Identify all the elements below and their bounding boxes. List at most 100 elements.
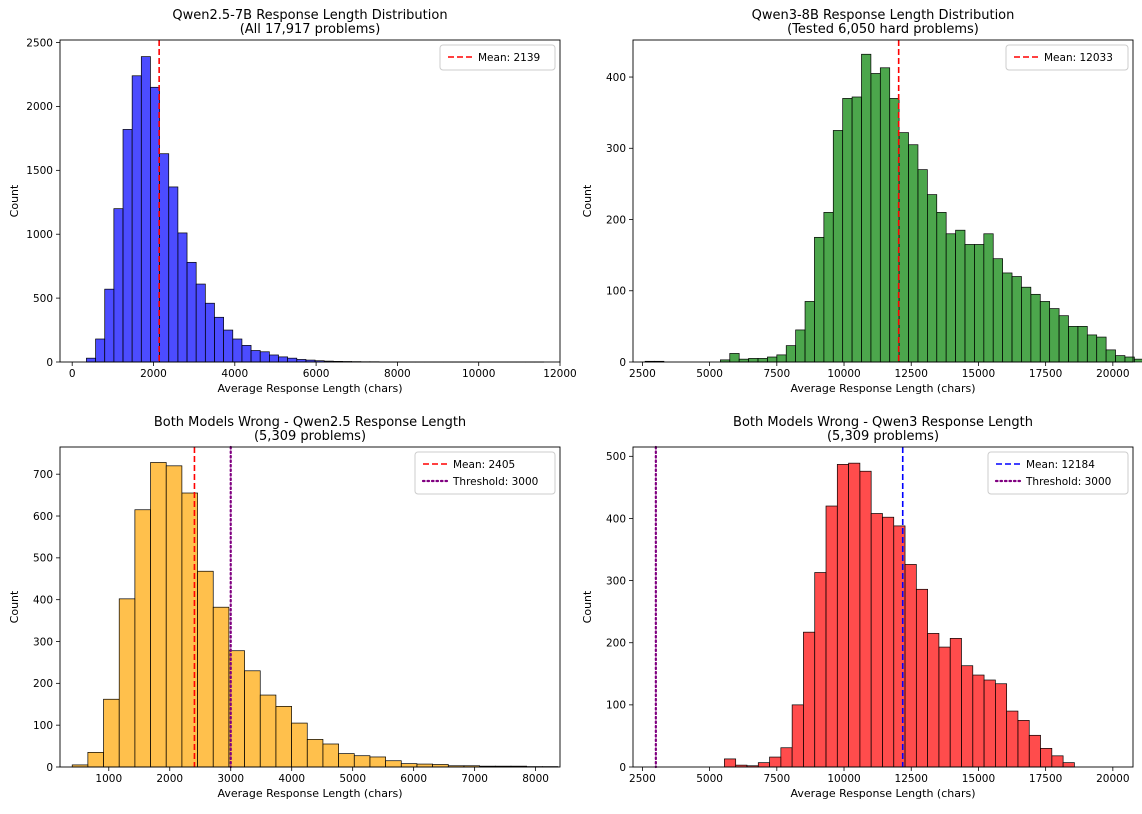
histogram-bar — [260, 352, 269, 362]
histogram-bar — [1059, 316, 1068, 362]
histogram-bar — [882, 517, 893, 767]
legend-label: Threshold: 3000 — [1025, 476, 1111, 488]
histogram-bars — [724, 463, 1074, 767]
x-tick-label: 4000 — [221, 368, 248, 380]
histogram-bar — [1052, 756, 1063, 767]
histogram-bar — [151, 462, 167, 767]
histogram-bar — [974, 244, 983, 362]
chart-title: Both Models Wrong - Qwen3 Response Lengt… — [733, 415, 1033, 430]
x-tick-label: 6000 — [303, 368, 330, 380]
histogram-bar — [792, 705, 803, 767]
histogram-bar — [781, 748, 792, 767]
histogram-bar — [937, 212, 946, 362]
chart-subtitle: (5,309 problems) — [254, 429, 366, 444]
histogram-bar — [279, 357, 288, 362]
histogram-bar — [354, 756, 370, 767]
legend: Mean: 2139 — [440, 45, 555, 70]
histogram-bar — [995, 684, 1006, 767]
y-axis-label: Count — [581, 590, 594, 623]
y-tick-label: 0 — [619, 357, 626, 369]
histogram-bar — [860, 471, 871, 767]
x-tick-label: 7500 — [763, 773, 790, 785]
histogram-bar — [123, 129, 132, 362]
y-tick-label: 100 — [606, 286, 626, 298]
histogram-bar — [323, 744, 339, 767]
histogram-bar — [899, 133, 908, 362]
histogram-bar — [233, 339, 242, 362]
histogram-bar — [984, 680, 995, 767]
x-tick-label: 15000 — [962, 368, 995, 380]
histogram-bar — [114, 209, 123, 362]
y-tick-label: 200 — [606, 214, 626, 226]
x-tick-label: 20000 — [1096, 368, 1129, 380]
histogram-bar — [214, 317, 223, 362]
x-tick-label: 5000 — [696, 773, 723, 785]
histogram-bar — [815, 573, 826, 767]
histogram-bar — [890, 98, 899, 362]
histogram-bar — [786, 346, 795, 362]
x-tick-label: 10000 — [827, 368, 860, 380]
histogram-bar — [871, 73, 880, 362]
histogram-bar — [224, 330, 233, 362]
histogram-bar — [961, 666, 972, 767]
histogram-bar — [1040, 301, 1049, 362]
histogram-bar — [178, 233, 187, 362]
histogram-bar — [196, 284, 205, 362]
y-tick-label: 100 — [606, 700, 626, 712]
histogram-bar — [205, 303, 214, 362]
histogram-bar — [758, 763, 769, 767]
x-tick-label: 2000 — [156, 773, 183, 785]
histogram-bar — [292, 723, 308, 767]
histogram-bar — [160, 154, 169, 362]
x-tick-label: 15000 — [962, 773, 995, 785]
y-tick-label: 500 — [606, 451, 626, 463]
x-tick-label: 2000 — [140, 368, 167, 380]
histogram-bar — [805, 301, 814, 362]
histogram-bar — [119, 599, 135, 767]
legend-label: Threshold: 3000 — [452, 476, 538, 488]
histogram-bar — [198, 571, 214, 767]
legend-label: Mean: 12033 — [1044, 52, 1113, 64]
histogram-bar — [269, 355, 278, 362]
histogram-bar — [1106, 350, 1115, 362]
histogram-bar — [861, 54, 870, 362]
y-axis-label: Count — [8, 590, 21, 623]
y-tick-label: 300 — [33, 636, 53, 648]
x-tick-label: 20000 — [1096, 773, 1129, 785]
histogram-bar — [843, 98, 852, 362]
y-tick-label: 500 — [33, 293, 53, 305]
x-tick-label: 17500 — [1029, 773, 1062, 785]
histogram-bar — [946, 234, 955, 362]
x-axis-label: Average Response Length (chars) — [217, 787, 402, 800]
histogram-bar — [1063, 763, 1074, 767]
histogram-bar — [1029, 735, 1040, 767]
histogram-bar — [950, 638, 961, 767]
x-tick-label: 8000 — [522, 773, 549, 785]
histogram-bar — [905, 564, 916, 767]
histogram-bar — [1116, 356, 1125, 362]
histogram-bar — [88, 752, 104, 767]
histogram-bar — [386, 761, 402, 767]
histogram-bar — [1012, 277, 1021, 362]
histogram-bar — [826, 506, 837, 767]
x-tick-label: 1000 — [95, 773, 122, 785]
chart-subtitle: (Tested 6,050 hard problems) — [787, 22, 979, 37]
y-tick-label: 400 — [606, 513, 626, 525]
histogram-bar — [993, 259, 1002, 362]
y-tick-label: 400 — [33, 594, 53, 606]
histogram-bar — [849, 463, 860, 767]
x-tick-label: 12500 — [895, 773, 928, 785]
histogram-bar — [96, 339, 105, 362]
histogram-bar — [1003, 273, 1012, 362]
x-tick-label: 17500 — [1029, 368, 1062, 380]
y-tick-label: 300 — [606, 575, 626, 587]
histogram-bar — [803, 632, 814, 767]
histogram-bar — [956, 230, 965, 362]
y-tick-label: 0 — [619, 762, 626, 774]
x-axis-label: Average Response Length (chars) — [790, 382, 975, 395]
histogram-bars — [72, 462, 558, 767]
